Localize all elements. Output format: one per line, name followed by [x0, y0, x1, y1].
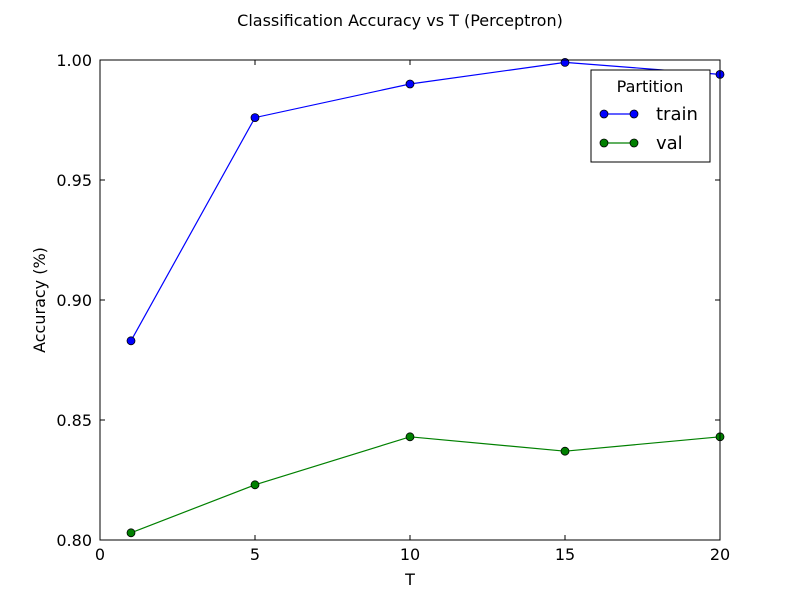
y-tick-label: 0.85	[56, 411, 92, 430]
plot-frame	[99, 59, 721, 541]
data-point-val	[250, 480, 260, 490]
series-train	[126, 58, 725, 346]
data-point-train	[405, 79, 415, 89]
legend-marker	[629, 109, 639, 119]
data-point-val	[405, 432, 415, 442]
legend-label: train	[656, 104, 698, 125]
y-tick-label: 1.00	[56, 51, 92, 70]
x-axis-label: T	[404, 570, 415, 589]
data-point-train	[126, 336, 136, 346]
legend-title: Partition	[617, 77, 684, 96]
x-tick-label: 20	[710, 545, 730, 564]
legend-item-val: val	[599, 133, 683, 154]
legend-marker	[599, 138, 609, 148]
y-tick-label: 0.95	[56, 171, 92, 190]
data-point-val	[126, 528, 136, 538]
data-point-val	[560, 446, 570, 456]
legend-marker	[599, 109, 609, 119]
legend-items: train val	[599, 104, 698, 154]
y-tick-label: 0.90	[56, 291, 92, 310]
y-tick-label: 0.80	[56, 531, 92, 550]
legend-item-train: train	[599, 104, 698, 125]
legend: Partition train val	[590, 69, 711, 163]
legend-box	[590, 69, 711, 163]
series-layer	[126, 58, 725, 538]
legend-marker	[629, 138, 639, 148]
axis-tick-labels: 0 5 10 15 20 0.80 0.85 0.90 0.95 1.00	[56, 51, 730, 564]
y-axis-label: Accuracy (%)	[30, 247, 49, 353]
chart-title: Classification Accuracy vs T (Perceptron…	[237, 11, 563, 30]
data-point-train	[250, 113, 260, 122]
x-tick-label: 10	[400, 545, 420, 564]
legend-label: val	[656, 133, 683, 154]
series-val	[126, 432, 725, 538]
x-tick-label: 0	[95, 545, 105, 564]
x-tick-label: 15	[555, 545, 575, 564]
x-tick-label: 5	[250, 545, 260, 564]
